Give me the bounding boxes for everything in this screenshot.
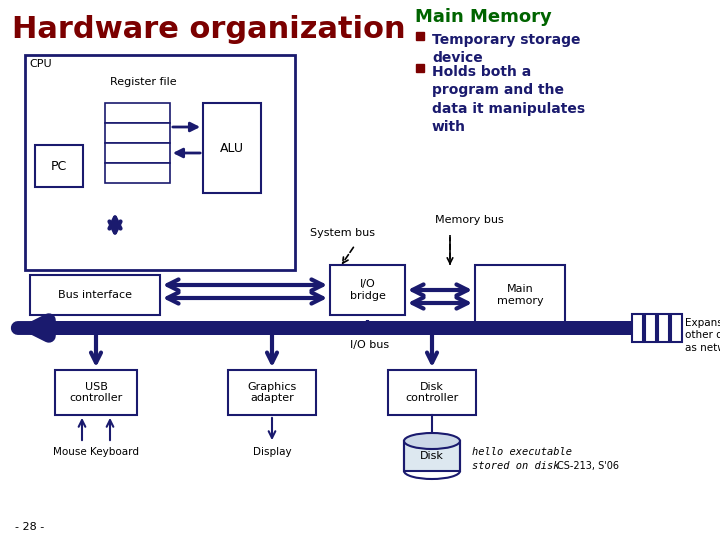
- Text: Bus interface: Bus interface: [58, 290, 132, 300]
- Text: CS-213, S'06: CS-213, S'06: [557, 461, 619, 471]
- Text: Hardware organization: Hardware organization: [12, 15, 405, 44]
- Text: Display: Display: [253, 447, 292, 457]
- Bar: [25, 55, 295, 270]
- Text: Expansion slots for
other devices such
as network adapters: Expansion slots for other devices such a…: [685, 318, 720, 353]
- Bar: [388, 370, 476, 415]
- Bar: [228, 370, 316, 415]
- Bar: [645, 314, 656, 342]
- Text: Disk: Disk: [420, 451, 444, 461]
- Bar: [203, 103, 261, 193]
- Text: CPU: CPU: [29, 59, 52, 69]
- Text: Temporary storage
device: Temporary storage device: [432, 33, 580, 65]
- Text: I/O
bridge: I/O bridge: [350, 279, 385, 301]
- Text: ALU: ALU: [220, 141, 244, 154]
- Text: I/O bus: I/O bus: [351, 340, 390, 350]
- Text: - 28 -: - 28 -: [15, 522, 44, 532]
- Bar: [105, 103, 170, 123]
- Text: PC: PC: [51, 159, 67, 172]
- Bar: [632, 314, 643, 342]
- Bar: [475, 265, 565, 325]
- Bar: [35, 145, 83, 187]
- Bar: [55, 370, 137, 415]
- Text: Main
memory: Main memory: [497, 284, 544, 306]
- Text: USB
controller: USB controller: [69, 382, 122, 403]
- Ellipse shape: [404, 433, 460, 449]
- Text: Register file: Register file: [109, 77, 176, 87]
- Bar: [404, 441, 460, 471]
- Bar: [330, 265, 405, 315]
- Bar: [30, 275, 160, 315]
- Text: Main Memory: Main Memory: [415, 8, 552, 26]
- Text: stored on disk: stored on disk: [472, 461, 559, 471]
- Bar: [105, 123, 170, 143]
- Text: Holds both a
program and the
data it manipulates
with: Holds both a program and the data it man…: [432, 65, 585, 134]
- Text: Disk
controller: Disk controller: [405, 382, 459, 403]
- Text: Graphics
adapter: Graphics adapter: [248, 382, 297, 403]
- Bar: [105, 163, 170, 183]
- Bar: [658, 314, 669, 342]
- Text: Memory bus: Memory bus: [435, 215, 504, 225]
- Text: Mouse Keyboard: Mouse Keyboard: [53, 447, 139, 457]
- Bar: [105, 143, 170, 163]
- Text: hello executable: hello executable: [472, 447, 572, 457]
- Text: System bus: System bus: [310, 228, 375, 238]
- Bar: [671, 314, 682, 342]
